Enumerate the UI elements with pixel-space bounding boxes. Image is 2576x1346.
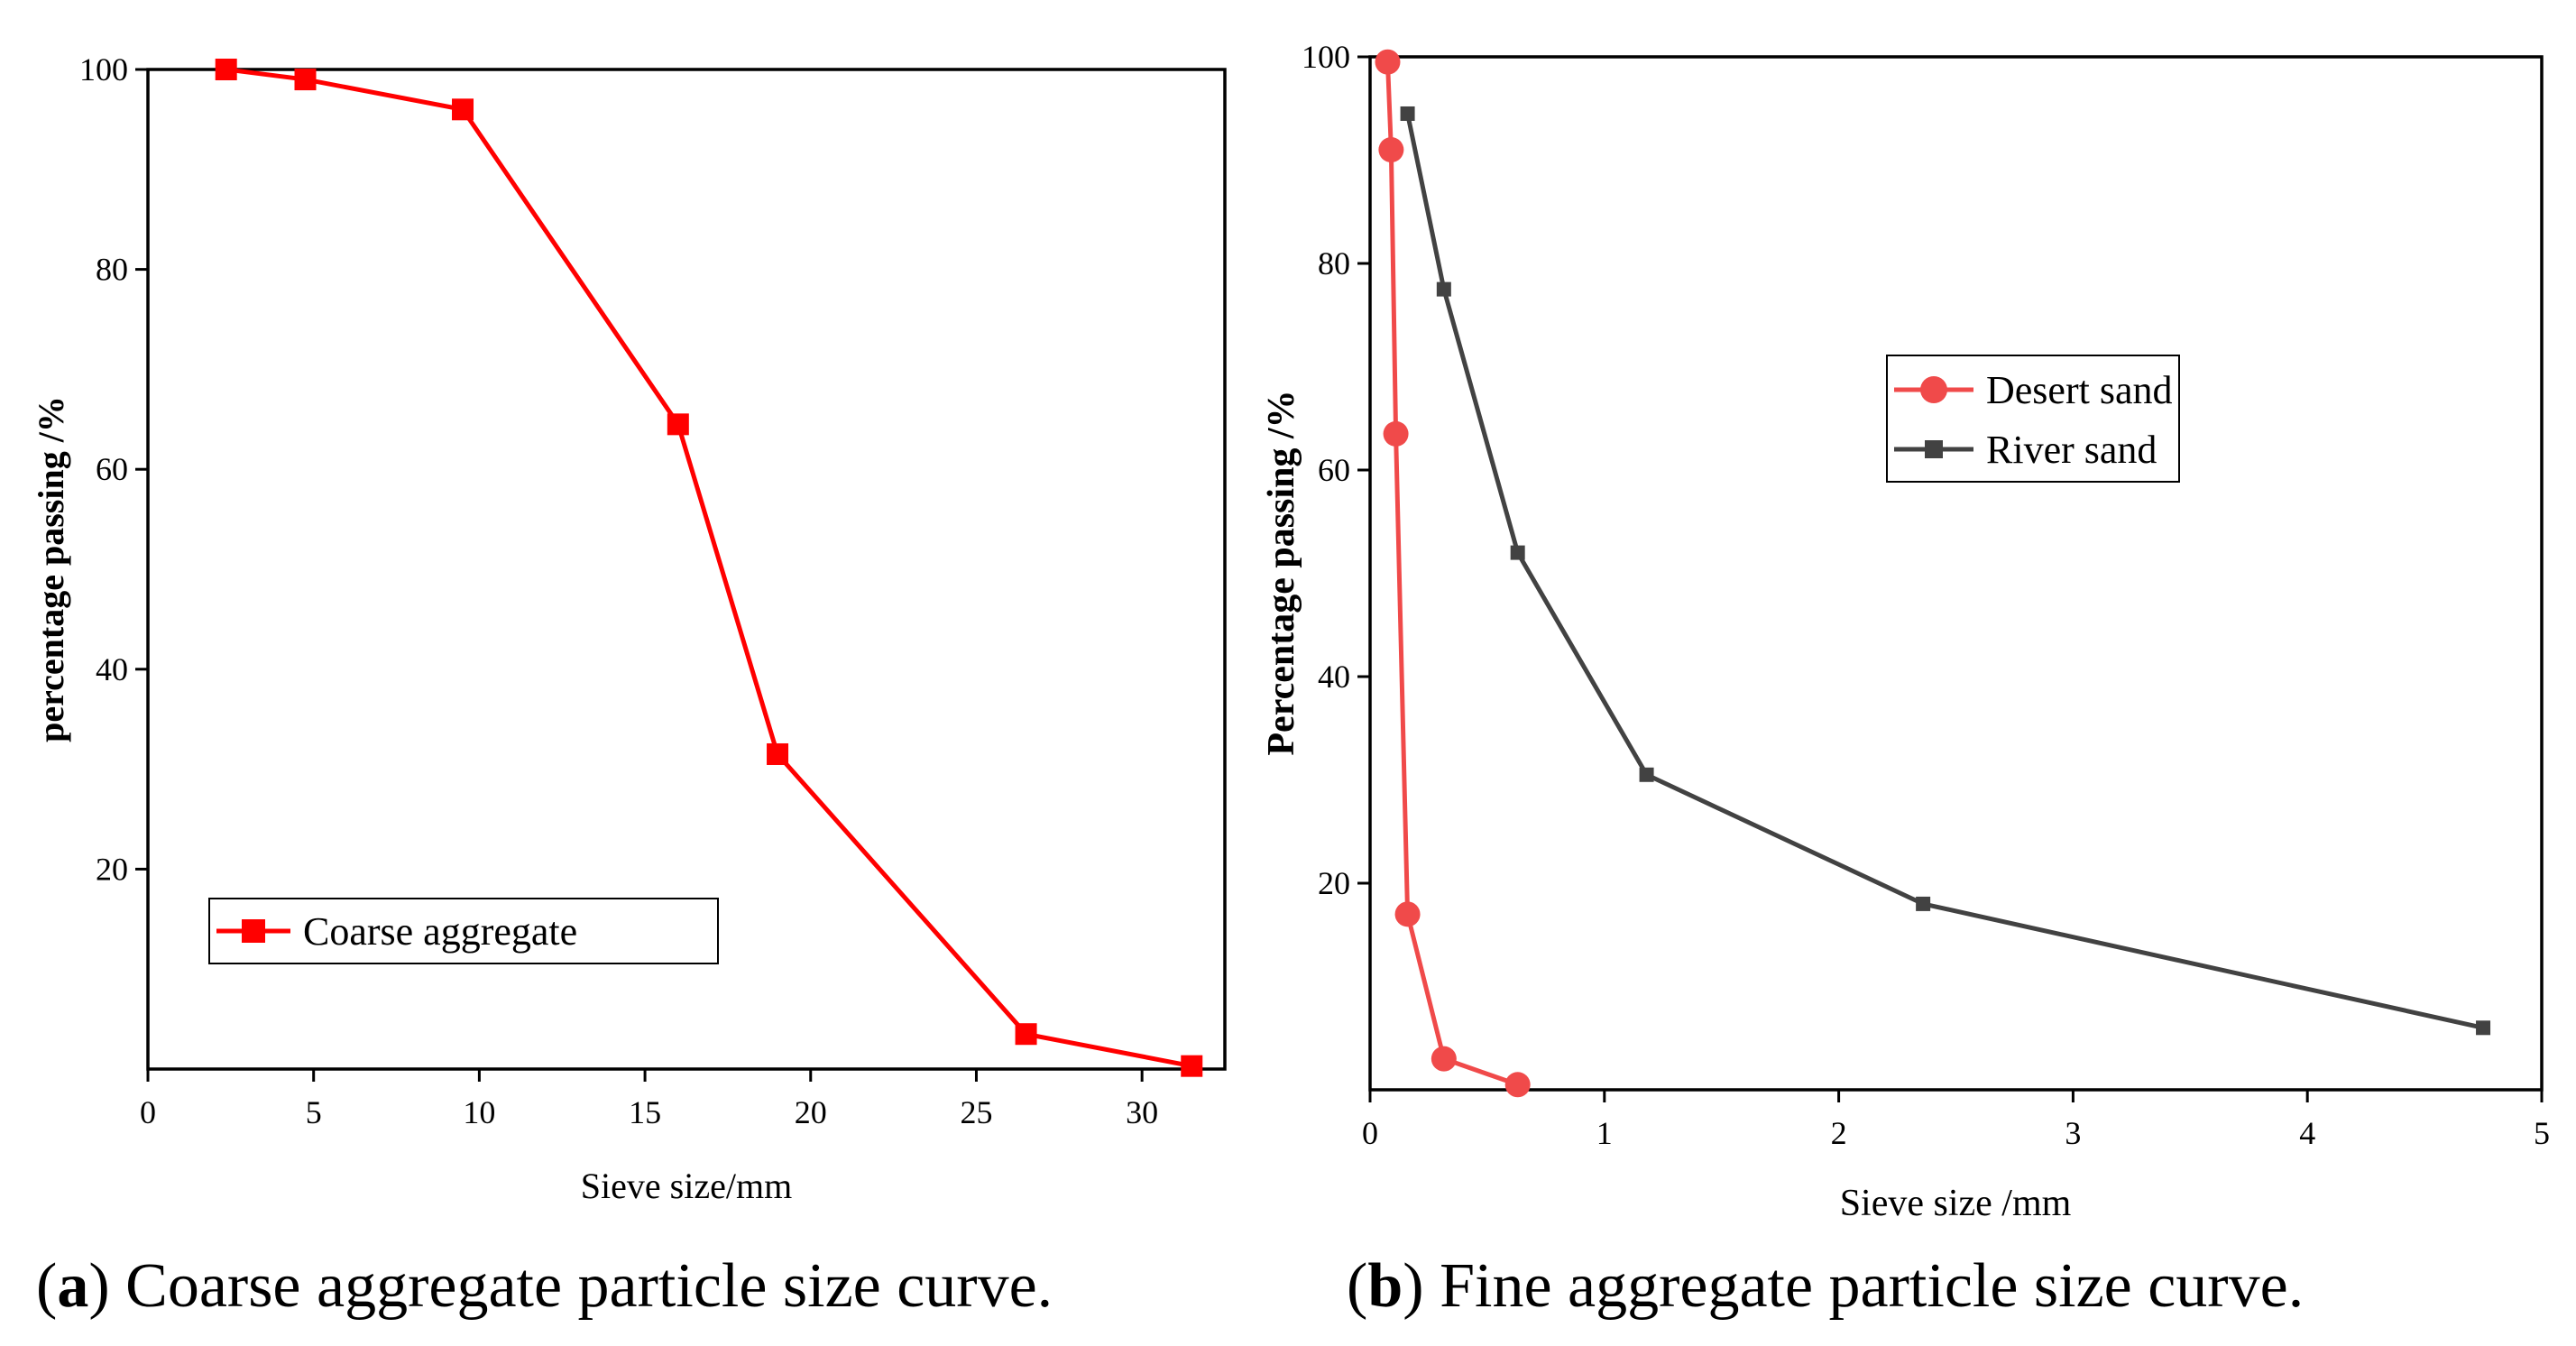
panel-a-legend: Coarse aggregate bbox=[208, 898, 719, 964]
panel-b-x-tick-label: 2 bbox=[1831, 1115, 1847, 1151]
panel-b-x-tick-label: 0 bbox=[1362, 1115, 1378, 1151]
panel-b-caption-letter: b bbox=[1367, 1251, 1403, 1321]
panel-b-series-line-desert-sand bbox=[1385, 61, 1519, 1087]
panel-b-x-tick-label: 5 bbox=[2534, 1115, 2550, 1151]
panel-b-data-point-desert-sand bbox=[1504, 1072, 1531, 1098]
panel-a-x-tick-label: 10 bbox=[463, 1094, 495, 1130]
panel-a-x-tick-label: 0 bbox=[140, 1094, 156, 1130]
panel-a-data-point-coarse-aggregate bbox=[215, 59, 237, 80]
panel-b-series-line-river-sand bbox=[1405, 113, 2484, 1030]
panel-b-legend-marker-river-sand bbox=[1925, 440, 1943, 458]
panel-a-coarse-aggregate-chart: 0 5 10 15 20 25 30 20 40 60 80 100 Sieve size/mm p… bbox=[31, 51, 1227, 1206]
panel-b-plot-frame bbox=[1368, 55, 2544, 1092]
panel-a-caption: (a) Coarse aggregate particle size curve… bbox=[36, 1251, 1053, 1321]
panel-a-legend-box bbox=[208, 898, 719, 964]
panel-a-x-tick-label: 25 bbox=[960, 1094, 992, 1130]
panel-b-data-point-river-sand bbox=[1400, 106, 1415, 121]
panel-b-y-tick-label: 20 bbox=[1318, 865, 1350, 901]
panel-b-data-point-river-sand bbox=[2476, 1020, 2491, 1036]
panel-b-y-tick-label: 80 bbox=[1318, 245, 1350, 281]
panel-b-fine-aggregate-chart: 0 1 2 3 4 5 20 40 60 80 100 Sieve size /mm Percen… bbox=[1261, 39, 2550, 1224]
panel-b-data-point-river-sand bbox=[1436, 281, 1451, 297]
panel-a-data-point-coarse-aggregate bbox=[452, 98, 474, 121]
panel-b-x-tick-label: 3 bbox=[2065, 1115, 2081, 1151]
panel-b-data-point-desert-sand bbox=[1378, 137, 1404, 163]
panel-a-caption-text: Coarse aggregate particle size curve. bbox=[125, 1251, 1053, 1321]
panel-a-legend-label: Coarse aggregate bbox=[303, 909, 577, 954]
panel-a-y-axis-title: percentage passing /% bbox=[31, 396, 71, 742]
panel-a-data-point-coarse-aggregate bbox=[1015, 1023, 1037, 1046]
panel-b-data-point-desert-sand bbox=[1375, 49, 1401, 75]
panel-a-x-tick-label: 5 bbox=[306, 1094, 322, 1130]
panel-a-y-tick-label: 60 bbox=[96, 451, 128, 487]
panel-a-data-point-coarse-aggregate bbox=[667, 413, 689, 436]
panel-b-data-point-desert-sand bbox=[1383, 420, 1409, 447]
panel-a-x-tick-label: 20 bbox=[795, 1094, 827, 1130]
panel-a-x-axis-title: Sieve size/mm bbox=[581, 1166, 792, 1206]
panel-b-legend-label-river-sand: River sand bbox=[1986, 428, 2157, 472]
panel-b-x-axis-title: Sieve size /mm bbox=[1840, 1183, 2072, 1224]
panel-a-legend-marker bbox=[242, 919, 265, 943]
panel-a-x-tick-label: 15 bbox=[629, 1094, 661, 1130]
panel-a-plot-frame bbox=[146, 68, 1227, 1071]
panel-a-caption-letter: a bbox=[57, 1251, 88, 1321]
panel-a-y-tick-label: 80 bbox=[96, 252, 128, 288]
panel-b-y-tick-label: 100 bbox=[1302, 39, 1350, 75]
panel-a-x-tick-label: 30 bbox=[1126, 1094, 1158, 1130]
panel-b-data-point-river-sand bbox=[1510, 545, 1525, 560]
panel-b-data-point-river-sand bbox=[1639, 767, 1654, 782]
panel-b-data-point-desert-sand bbox=[1431, 1046, 1457, 1072]
panel-b-x-tick-label: 1 bbox=[1596, 1115, 1613, 1151]
panel-b-y-tick-label: 60 bbox=[1318, 452, 1350, 488]
panel-b-y-tick-label: 40 bbox=[1318, 659, 1350, 695]
panel-b-legend: Desert sand River sand bbox=[1886, 355, 2180, 483]
panel-b-data-point-desert-sand bbox=[1394, 901, 1421, 927]
panel-b-caption: (b) Fine aggregate particle size curve. bbox=[1347, 1251, 2304, 1321]
panel-a-y-tick-label: 100 bbox=[79, 51, 128, 88]
panel-a-data-point-coarse-aggregate bbox=[767, 742, 789, 765]
panel-a-y-tick-label: 40 bbox=[96, 651, 128, 687]
panel-b-x-tick-label: 4 bbox=[2299, 1115, 2315, 1151]
panel-b-legend-label-desert-sand: Desert sand bbox=[1986, 368, 2173, 412]
panel-b-data-point-river-sand bbox=[1916, 896, 1931, 911]
panel-a-data-point-coarse-aggregate bbox=[294, 69, 317, 91]
panel-a-y-tick-label: 20 bbox=[96, 851, 128, 887]
panel-b-y-axis-title: Percentage passing /% bbox=[1261, 390, 1302, 755]
panel-b-legend-marker-desert-sand bbox=[1920, 376, 1947, 403]
panel-b-caption-text: Fine aggregate particle size curve. bbox=[1440, 1251, 2304, 1321]
panel-a-data-point-coarse-aggregate bbox=[1181, 1055, 1203, 1077]
